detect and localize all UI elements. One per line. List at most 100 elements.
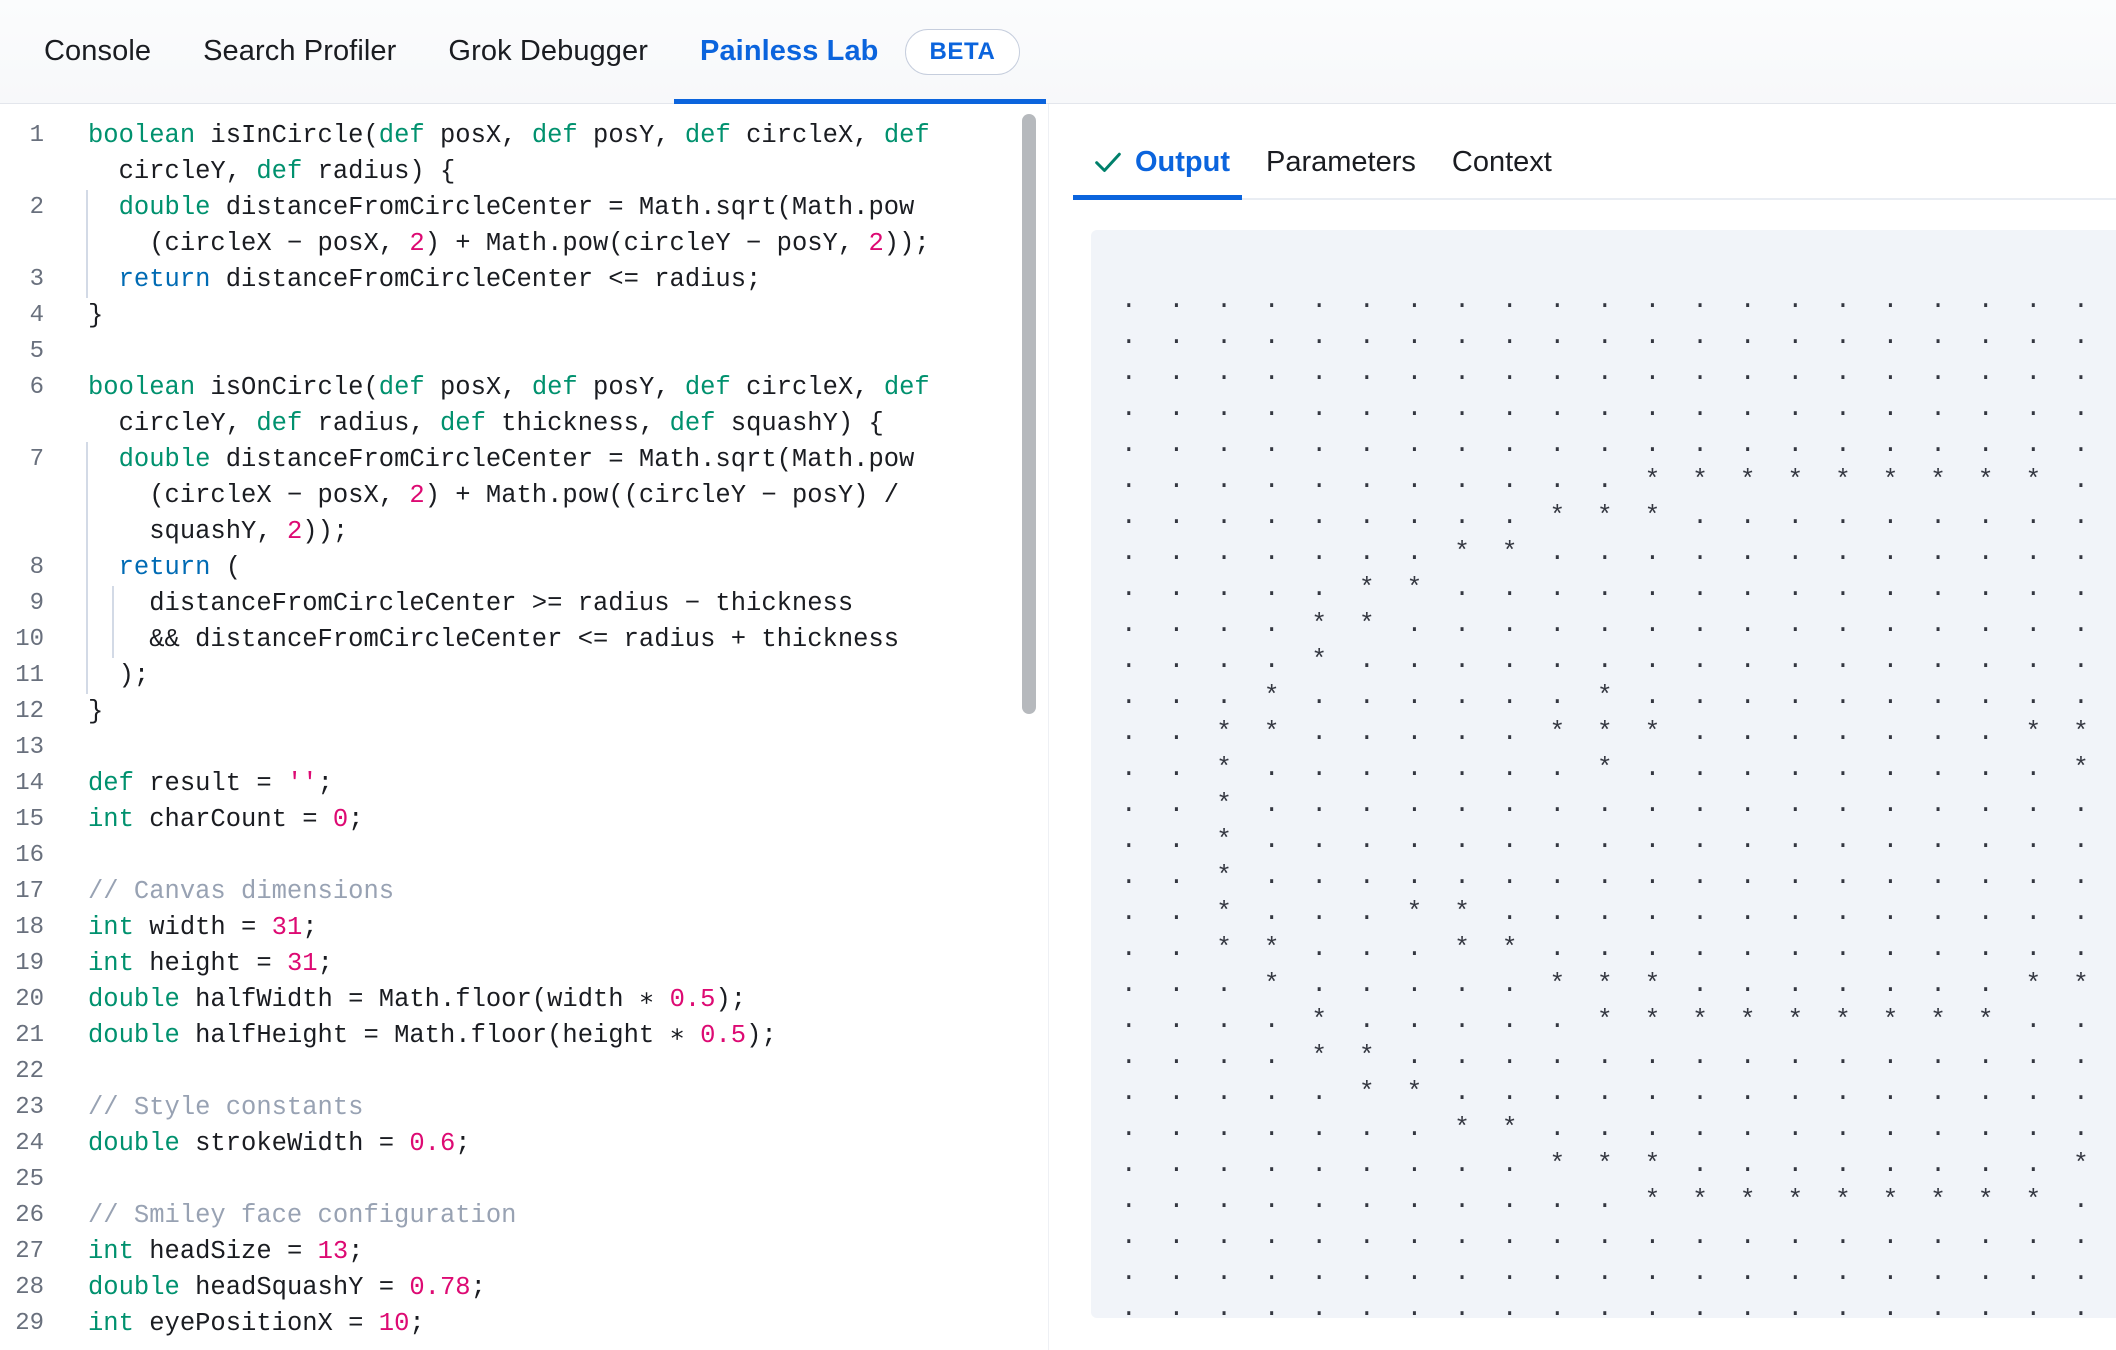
code-token: double: [88, 1273, 180, 1302]
tab-context[interactable]: Context: [1434, 126, 1570, 198]
code-token: 2: [409, 481, 425, 510]
editor-scrollbar-thumb[interactable]: [1022, 114, 1036, 714]
editor-scrollbar-track[interactable]: [1022, 104, 1036, 1350]
code-token: ));: [302, 517, 349, 546]
code-token: 13: [317, 1237, 349, 1266]
code-line: 28 double headSquashY = 0.78;: [0, 1270, 1048, 1306]
tab-console[interactable]: Console: [18, 0, 177, 104]
beta-badge: BETA: [904, 28, 1021, 75]
output-pane: Output Parameters Context . . . . . . . …: [1049, 104, 2116, 1350]
code-line-content: int headSize = 13;: [62, 1234, 1048, 1270]
code-token: double: [118, 445, 211, 474]
indent-guide: [86, 262, 88, 298]
code-token: posX,: [424, 373, 532, 402]
code-token: posY,: [577, 373, 685, 402]
line-number: 13: [15, 734, 44, 761]
code-line-content: int charCount = 0;: [62, 802, 1048, 838]
code-token: 2: [286, 517, 303, 546]
tab-parameters-label: Parameters: [1266, 145, 1416, 178]
code-token: '': [286, 769, 318, 798]
code-token: int: [88, 1237, 134, 1266]
code-token: ;: [317, 769, 333, 798]
code-token: halfHeight = Math.floor(height ∗: [179, 1021, 701, 1050]
code-token: distanceFromCircleCenter >= radius − thi…: [88, 589, 854, 618]
line-number: 1: [29, 122, 44, 149]
code-token: result =: [133, 769, 287, 798]
code-token: circleX,: [730, 121, 884, 150]
code-token: );: [88, 661, 150, 690]
code-token: def: [88, 769, 134, 798]
code-token: charCount =: [133, 805, 333, 834]
code-token: def: [684, 373, 731, 402]
code-token: def: [531, 373, 578, 402]
code-token: eyePositionX =: [133, 1309, 379, 1338]
code-token: );: [715, 985, 747, 1014]
code-line-content: double halfWidth = Math.floor(width ∗ 0.…: [62, 982, 1048, 1018]
code-token: ;: [348, 805, 364, 834]
line-number: 22: [15, 1058, 44, 1085]
tab-output[interactable]: Output: [1072, 126, 1248, 200]
code-line-content: && distanceFromCircleCenter <= radius + …: [62, 622, 1048, 658]
code-token: circleY,: [118, 409, 242, 438]
code-token: distanceFromCircleCenter <= radius;: [210, 265, 762, 294]
code-line: 19 int height = 31;: [0, 946, 1048, 982]
code-editor[interactable]: 1 boolean isInCircle(def posX, def posY, …: [0, 104, 1048, 1342]
code-line: 20 double halfWidth = Math.floor(width ∗ …: [0, 982, 1048, 1018]
code-token: 0.5: [700, 1021, 747, 1050]
code-line-content: boolean isOnCircle(def posX, def posY, d…: [62, 370, 1048, 442]
code-token: && distanceFromCircleCenter <= radius + …: [88, 625, 900, 654]
tab-search-profiler[interactable]: Search Profiler: [177, 0, 422, 104]
line-number: 11: [15, 662, 44, 689]
code-token: circleX,: [730, 373, 884, 402]
code-line-content: int width = 31;: [62, 910, 1048, 946]
code-token: 2: [409, 229, 425, 258]
code-line-content: double distanceFromCircleCenter = Math.s…: [62, 190, 1048, 262]
line-number: 28: [15, 1274, 44, 1301]
tab-output-label: Output: [1135, 145, 1231, 178]
code-line: 5: [0, 334, 1048, 370]
code-line-content: double halfHeight = Math.floor(height ∗ …: [62, 1018, 1048, 1054]
code-token: int: [88, 913, 134, 942]
code-line: 21 double halfHeight = Math.floor(height …: [0, 1018, 1048, 1054]
check-icon: [1095, 152, 1121, 172]
code-editor-pane[interactable]: 1 boolean isInCircle(def posX, def posY, …: [0, 104, 1049, 1350]
line-number: 2: [29, 194, 44, 221]
indent-guide: [112, 622, 114, 658]
code-line: 29 int eyePositionX = 10;: [0, 1306, 1048, 1342]
tab-painless-lab[interactable]: Painless Lab: [674, 0, 905, 104]
code-line: 14 def result = '';: [0, 766, 1048, 802]
code-line: 1 boolean isInCircle(def posX, def posY, …: [0, 118, 1048, 190]
code-token: 2: [868, 229, 884, 258]
code-line: 7 double distanceFromCircleCenter = Math…: [0, 442, 1048, 550]
tab-search-profiler-label: Search Profiler: [203, 35, 397, 67]
code-line: 23 // Style constants: [0, 1090, 1048, 1126]
code-line: 11 );: [0, 658, 1048, 694]
code-line-content: // Canvas dimensions: [62, 874, 1048, 910]
code-line-content: int eyePositionX = 10;: [62, 1306, 1048, 1342]
code-token: circleY,: [118, 157, 242, 186]
code-token: radius) {: [302, 157, 456, 186]
line-number: 18: [15, 914, 44, 941]
code-line: 16: [0, 838, 1048, 874]
indent-guide: [86, 442, 88, 550]
tab-parameters[interactable]: Parameters: [1248, 126, 1434, 198]
code-token: ;: [348, 1237, 364, 1266]
output-tab-bar: Output Parameters Context: [1072, 104, 2116, 200]
code-token: ;: [455, 1129, 471, 1158]
code-line-content: }: [62, 298, 1048, 334]
tab-grok-debugger-label: Grok Debugger: [448, 35, 648, 67]
top-tab-bar: Console Search Profiler Grok Debugger Pa…: [0, 0, 2116, 104]
code-token: boolean: [88, 121, 196, 150]
code-token: [88, 193, 119, 222]
code-token: boolean: [88, 373, 196, 402]
code-token: posX,: [424, 121, 532, 150]
line-number: 12: [15, 698, 44, 725]
code-token: ;: [302, 913, 318, 942]
line-number: 9: [29, 590, 44, 617]
code-token: def: [256, 157, 303, 186]
tab-grok-debugger[interactable]: Grok Debugger: [422, 0, 674, 104]
code-line: 15 int charCount = 0;: [0, 802, 1048, 838]
code-line-content: int height = 31;: [62, 946, 1048, 982]
code-line: 6 boolean isOnCircle(def posX, def posY, …: [0, 370, 1048, 442]
line-number: 21: [15, 1022, 44, 1049]
